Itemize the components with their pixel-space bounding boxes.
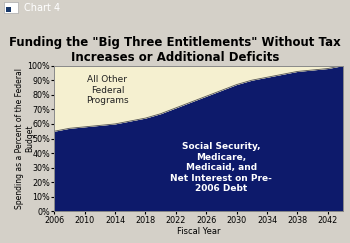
- Text: All Other
Federal
Programs: All Other Federal Programs: [86, 76, 129, 105]
- X-axis label: Fiscal Year: Fiscal Year: [177, 227, 220, 236]
- FancyBboxPatch shape: [6, 8, 11, 12]
- Text: Social Security,
Medicare,
Medicaid, and
Net Interest on Pre-
2006 Debt: Social Security, Medicare, Medicaid, and…: [170, 142, 272, 193]
- FancyBboxPatch shape: [4, 2, 18, 13]
- Text: Chart 4: Chart 4: [24, 3, 60, 13]
- Y-axis label: Spending as a Percent of the Federal
Budget: Spending as a Percent of the Federal Bud…: [15, 68, 34, 209]
- Text: Funding the "Big Three Entitlements" Without Tax
Increases or Additional Deficit: Funding the "Big Three Entitlements" Wit…: [9, 36, 341, 64]
